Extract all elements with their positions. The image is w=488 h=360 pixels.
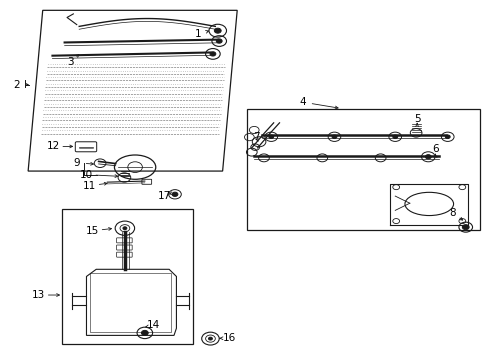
Text: 6: 6: [431, 144, 438, 154]
Circle shape: [331, 135, 336, 139]
Circle shape: [209, 52, 215, 56]
Circle shape: [461, 225, 468, 230]
Text: 3: 3: [67, 57, 74, 67]
Circle shape: [216, 39, 222, 43]
Bar: [246, 109, 479, 230]
Text: 12: 12: [47, 141, 60, 152]
Circle shape: [214, 28, 221, 33]
Text: 2: 2: [14, 80, 20, 90]
Circle shape: [425, 155, 430, 159]
Text: 7: 7: [252, 132, 259, 142]
Text: 11: 11: [83, 181, 96, 191]
Circle shape: [141, 330, 148, 336]
Text: 9: 9: [73, 158, 80, 168]
Circle shape: [208, 337, 212, 340]
Text: 14: 14: [146, 320, 160, 330]
Circle shape: [268, 135, 273, 139]
Polygon shape: [28, 10, 237, 171]
Text: 1: 1: [195, 29, 201, 39]
Text: 17: 17: [157, 191, 170, 201]
Text: 16: 16: [223, 333, 236, 343]
Circle shape: [445, 135, 449, 139]
Text: 8: 8: [448, 208, 455, 218]
Circle shape: [172, 192, 178, 197]
Circle shape: [392, 135, 397, 139]
Text: 10: 10: [80, 170, 93, 180]
Circle shape: [122, 227, 126, 230]
Text: 4: 4: [299, 97, 305, 107]
Text: 15: 15: [86, 226, 99, 236]
Text: 5: 5: [413, 113, 420, 123]
Text: 13: 13: [32, 290, 45, 300]
Bar: [62, 208, 193, 344]
